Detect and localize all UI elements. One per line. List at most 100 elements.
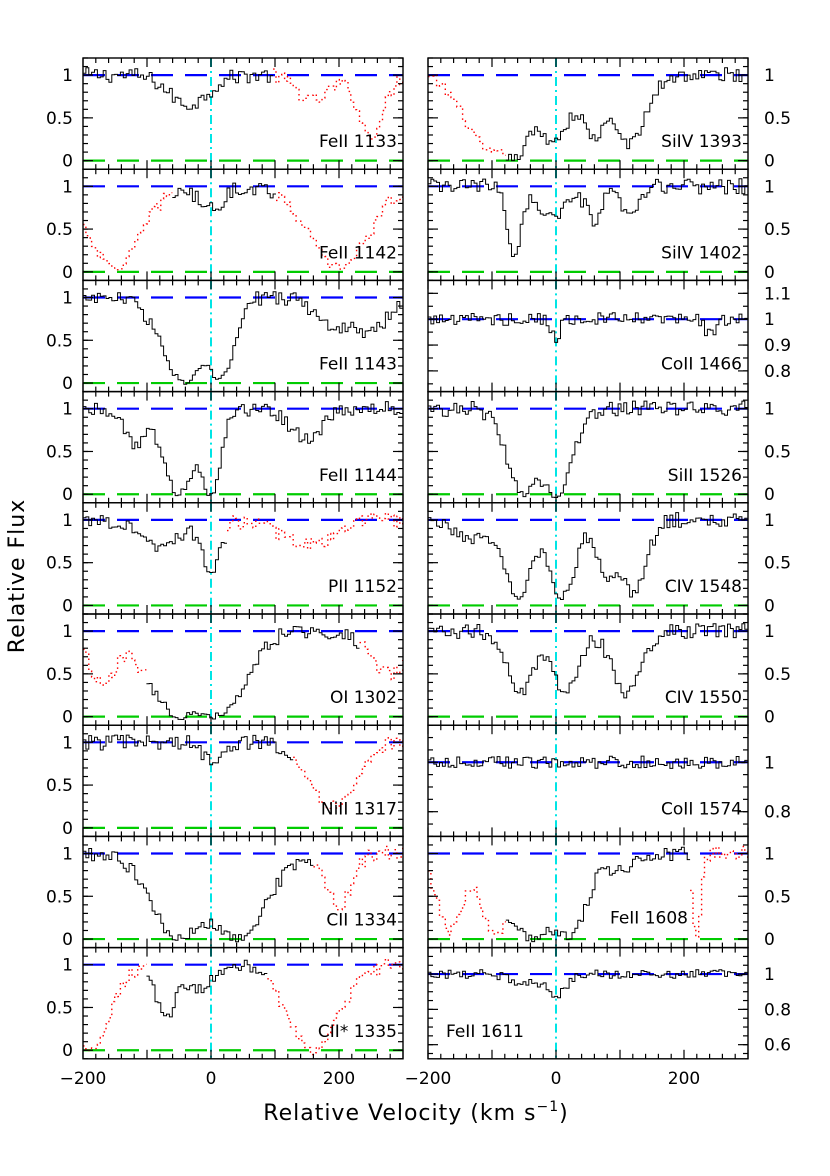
- x-tick-label: 0: [551, 1069, 562, 1089]
- panel-0-5: 0 0.5 1 OI 1302: [46, 613, 404, 728]
- panel-plot: [83, 614, 403, 726]
- y-tick-label: 1: [62, 66, 73, 86]
- blended-spectrum: [83, 192, 403, 271]
- y-tick-label: 0.5: [46, 109, 73, 129]
- spectrum-line: [428, 969, 748, 999]
- panel-1-8: 0.6 0.8 1 FeII 1611: [427, 946, 791, 1060]
- y-tick-label: 0: [764, 152, 775, 172]
- panel-frame: [427, 279, 749, 393]
- y-tick-label: 0: [62, 485, 73, 505]
- panel-plot: [428, 391, 748, 503]
- y-tick-label: 0: [62, 819, 73, 839]
- panel-1-6: 0.8 1 CoII 1574: [427, 724, 791, 838]
- x-tick-label: −200: [60, 1069, 107, 1089]
- panel-label: PII 1152: [328, 577, 397, 597]
- spectrum-line: [83, 515, 227, 573]
- y-tick-label: 0.5: [46, 776, 73, 796]
- y-tick-label: 0.5: [46, 998, 73, 1018]
- spectrum-line: [172, 182, 276, 211]
- y-tick-label: 0.5: [764, 442, 791, 462]
- y-tick-label: 1: [62, 289, 73, 309]
- panel-1-1: 0 0.5 1 SiIV 1402: [427, 168, 791, 283]
- panel-frame: [427, 946, 749, 1060]
- y-tick-label: 1: [62, 511, 73, 531]
- y-tick-label: 0.9: [764, 336, 791, 356]
- y-tick-label: 0: [764, 708, 775, 728]
- spectrum-line: [83, 848, 314, 943]
- panel-plot: [83, 169, 403, 281]
- blended-spectrum: [83, 641, 403, 686]
- panel-1-7: 0 0.5 1 FeII 1608: [427, 835, 791, 950]
- y-tick-label: 1: [764, 622, 775, 642]
- y-tick-label: 0.5: [764, 109, 791, 129]
- y-tick-label: 0.8: [764, 1000, 791, 1020]
- x-axis-title-main: Relative Velocity (km s: [263, 1101, 536, 1126]
- y-tick-label: 1: [62, 177, 73, 197]
- panel-plot: [428, 280, 748, 392]
- spectrum-line: [428, 400, 748, 498]
- spectrum-line: [83, 734, 294, 766]
- panel-frame: [82, 946, 404, 1060]
- y-tick-label: 0: [62, 1041, 73, 1061]
- spectrum-line: [146, 959, 268, 1018]
- blended-spectrum: [293, 736, 403, 810]
- y-tick-label: 0.5: [764, 554, 791, 574]
- spectrum-line: [83, 401, 403, 497]
- y-tick-label: 0: [62, 708, 73, 728]
- x-tick-label: 200: [323, 1069, 355, 1089]
- y-tick-label: 1: [764, 965, 775, 985]
- y-tick-label: 0: [62, 152, 73, 172]
- panel-plot: [83, 725, 403, 837]
- panel-plot: [83, 58, 403, 170]
- y-tick-label: 0: [764, 930, 775, 950]
- panel-plot: [428, 725, 748, 837]
- y-tick-label: 0.5: [764, 220, 791, 240]
- panel-0-4: 0 0.5 1 PII 1152: [46, 502, 404, 616]
- panel-label: FeII 1144: [319, 466, 397, 486]
- y-tick-label: 0.8: [764, 362, 791, 382]
- panel-1-0: 0 0.5 1 SiIV 1393: [427, 57, 791, 172]
- y-tick-label: 0: [764, 596, 775, 616]
- panel-label: FeII 1143: [319, 355, 397, 375]
- x-tick-label: 0: [206, 1069, 217, 1089]
- y-tick-label: 0: [62, 930, 73, 950]
- y-tick-label: 0.8: [764, 803, 791, 823]
- spectrum-line: [83, 67, 274, 110]
- x-tick-label: 200: [668, 1069, 700, 1089]
- y-tick-label: 1: [764, 511, 775, 531]
- y-tick-label: 0: [62, 596, 73, 616]
- panel-label: OI 1302: [330, 688, 397, 708]
- y-tick-label: 1: [764, 400, 775, 420]
- y-tick-label: 1: [62, 733, 73, 753]
- y-tick-label: 0.5: [46, 220, 73, 240]
- y-tick-label: 1: [62, 956, 73, 976]
- panel-label: FeII 1133: [319, 132, 397, 152]
- panel-0-3: 0 0.5 1 FeII 1144: [46, 390, 404, 505]
- spectrum-line: [428, 755, 748, 769]
- panel-0-6: 0 0.5 1 NiII 1317: [46, 724, 404, 839]
- panel-label: CoII 1574: [661, 799, 742, 819]
- panel-0-8: 0 0.5 1 CII* 1335: [46, 946, 404, 1061]
- blended-spectrum: [227, 512, 403, 550]
- y-tick-label: 0: [764, 485, 775, 505]
- panel-1-2: 0.8 0.9 1 1.1 CoII 1466: [427, 279, 791, 393]
- y-tick-label: 0.5: [764, 887, 791, 907]
- blended-spectrum: [83, 958, 403, 1056]
- y-tick-label: 1.1: [764, 284, 791, 304]
- panel-plot: [428, 169, 748, 281]
- y-tick-label: 0.5: [46, 331, 73, 351]
- panel-plot: [83, 502, 403, 614]
- y-tick-label: 0.5: [46, 442, 73, 462]
- spectrum-line: [428, 623, 748, 699]
- spectrum-line: [428, 512, 748, 600]
- y-tick-label: 0: [764, 263, 775, 283]
- y-tick-label: 0.5: [764, 665, 791, 685]
- panel-label: CIV 1550: [665, 688, 742, 708]
- y-tick-label: 1: [62, 622, 73, 642]
- y-tick-label: 1: [62, 400, 73, 420]
- panel-label: FeII 1611: [446, 1022, 524, 1042]
- panel-plot: [428, 58, 748, 170]
- panel-plot: [428, 614, 748, 726]
- panel-plot: [428, 836, 748, 948]
- panel-plot: [428, 502, 748, 614]
